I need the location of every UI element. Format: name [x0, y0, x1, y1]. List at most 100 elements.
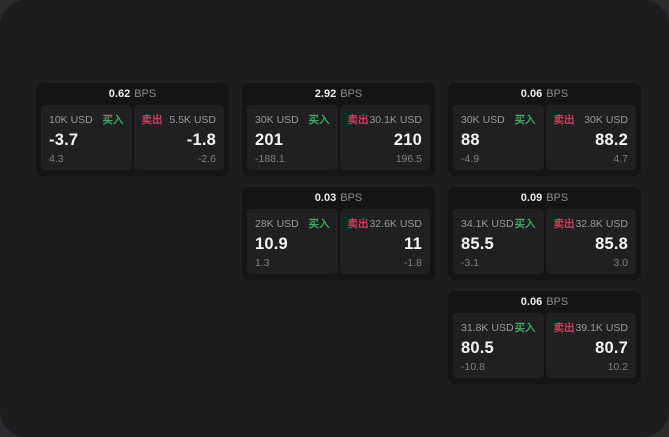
sell-change: 4.7 — [613, 152, 628, 165]
quote-card: 0.62 BPS 10K USD 买入 -3.7 4.3 卖出 5.5K USD… — [36, 83, 229, 176]
buy-size-label: 28K USD — [255, 217, 299, 230]
sell-panel[interactable]: 卖出 5.5K USD -1.8 -2.6 — [133, 105, 224, 170]
bps-label: BPS — [546, 88, 569, 100]
sell-change: 3.0 — [613, 256, 628, 269]
sell-side-label: 卖出 — [347, 114, 369, 126]
sell-size-label: 5.5K USD — [169, 113, 216, 126]
sell-side-label: 卖出 — [553, 114, 575, 126]
sell-panel[interactable]: 卖出 30K USD 88.2 4.7 — [545, 105, 636, 170]
buy-panel[interactable]: 30K USD 买入 88 -4.9 — [453, 105, 544, 170]
sell-side-label: 卖出 — [141, 114, 163, 126]
sell-panel[interactable]: 卖出 30.1K USD 210 196.5 — [339, 105, 430, 170]
spread-value: 0.03 — [314, 192, 337, 204]
sell-meta-row: 卖出 30.1K USD — [348, 112, 423, 127]
buy-price: -3.7 — [49, 131, 79, 149]
buy-panel[interactable]: 10K USD 买入 -3.7 4.3 — [41, 105, 132, 170]
sell-panel[interactable]: 卖出 39.1K USD 80.7 10.2 — [545, 313, 636, 378]
buy-meta-row: 31.8K USD 买入 — [461, 320, 536, 335]
sell-meta-row: 卖出 39.1K USD — [554, 320, 629, 335]
buy-change: 1.3 — [255, 256, 270, 269]
buy-price: 10.9 — [255, 235, 288, 253]
quote-panels: 28K USD 买入 10.9 1.3 卖出 32.6K USD 11 -1.8 — [247, 209, 430, 274]
sell-size-label: 32.8K USD — [575, 217, 628, 230]
quote-card: 0.03 BPS 28K USD 买入 10.9 1.3 卖出 32.6K US… — [242, 187, 435, 280]
buy-panel[interactable]: 30K USD 买入 201 -188.1 — [247, 105, 338, 170]
bps-label: BPS — [546, 192, 569, 204]
bps-label: BPS — [340, 88, 363, 100]
quote-card: 0.09 BPS 34.1K USD 买入 85.5 -3.1 卖出 32.8K… — [448, 187, 641, 280]
spread-header: 0.06 BPS — [453, 83, 636, 105]
buy-change: -3.1 — [461, 256, 480, 269]
buy-size-label: 10K USD — [49, 113, 93, 126]
buy-side-label: 买入 — [102, 114, 124, 126]
buy-change: 4.3 — [49, 152, 64, 165]
sell-size-label: 32.6K USD — [369, 217, 422, 230]
sell-change: 10.2 — [607, 360, 628, 373]
sell-size-label: 30.1K USD — [369, 113, 422, 126]
buy-side-label: 买入 — [308, 218, 330, 230]
spread-header: 2.92 BPS — [247, 83, 430, 105]
sell-panel[interactable]: 卖出 32.6K USD 11 -1.8 — [339, 209, 430, 274]
sell-change: -1.8 — [403, 256, 422, 269]
spread-value: 2.92 — [314, 88, 337, 100]
sell-meta-row: 卖出 30K USD — [554, 112, 629, 127]
buy-meta-row: 10K USD 买入 — [49, 112, 124, 127]
bps-label: BPS — [546, 296, 569, 308]
buy-meta-row: 34.1K USD 买入 — [461, 216, 536, 231]
buy-panel[interactable]: 28K USD 买入 10.9 1.3 — [247, 209, 338, 274]
buy-price: 201 — [255, 131, 284, 149]
buy-side-label: 买入 — [308, 114, 330, 126]
sell-price: -1.8 — [186, 131, 216, 149]
spread-header: 0.03 BPS — [247, 187, 430, 209]
quote-panels: 34.1K USD 买入 85.5 -3.1 卖出 32.8K USD 85.8… — [453, 209, 636, 274]
spread-value: 0.06 — [520, 88, 543, 100]
quote-card: 2.92 BPS 30K USD 买入 201 -188.1 卖出 30.1K … — [242, 83, 435, 176]
quote-panels: 30K USD 买入 201 -188.1 卖出 30.1K USD 210 1… — [247, 105, 430, 170]
buy-price: 80.5 — [461, 339, 494, 357]
quote-card: 0.06 BPS 31.8K USD 买入 80.5 -10.8 卖出 39.1… — [448, 291, 641, 384]
sell-size-label: 39.1K USD — [575, 321, 628, 334]
spread-header: 0.06 BPS — [453, 291, 636, 313]
sell-change: -2.6 — [197, 152, 216, 165]
quote-card: 0.06 BPS 30K USD 买入 88 -4.9 卖出 30K USD 8… — [448, 83, 641, 176]
buy-panel[interactable]: 31.8K USD 买入 80.5 -10.8 — [453, 313, 544, 378]
bps-label: BPS — [340, 192, 363, 204]
buy-size-label: 34.1K USD — [461, 217, 514, 230]
sell-size-label: 30K USD — [584, 113, 628, 126]
spread-header: 0.62 BPS — [41, 83, 224, 105]
sell-price: 11 — [404, 235, 422, 253]
spread-value: 0.06 — [520, 296, 543, 308]
sell-panel[interactable]: 卖出 32.8K USD 85.8 3.0 — [545, 209, 636, 274]
bps-label: BPS — [134, 88, 157, 100]
buy-change: -4.9 — [461, 152, 480, 165]
quote-panels: 30K USD 买入 88 -4.9 卖出 30K USD 88.2 4.7 — [453, 105, 636, 170]
sell-change: 196.5 — [395, 152, 422, 165]
sell-side-label: 卖出 — [553, 322, 575, 334]
buy-size-label: 30K USD — [461, 113, 505, 126]
sell-side-label: 卖出 — [553, 218, 575, 230]
sell-price: 88.2 — [595, 131, 628, 149]
sell-meta-row: 卖出 32.8K USD — [554, 216, 629, 231]
quote-panels: 31.8K USD 买入 80.5 -10.8 卖出 39.1K USD 80.… — [453, 313, 636, 378]
buy-side-label: 买入 — [514, 322, 536, 334]
buy-size-label: 30K USD — [255, 113, 299, 126]
buy-panel[interactable]: 34.1K USD 买入 85.5 -3.1 — [453, 209, 544, 274]
buy-meta-row: 30K USD 买入 — [255, 112, 330, 127]
buy-size-label: 31.8K USD — [461, 321, 514, 334]
buy-price: 88 — [461, 131, 480, 149]
buy-price: 85.5 — [461, 235, 494, 253]
buy-meta-row: 30K USD 买入 — [461, 112, 536, 127]
buy-side-label: 买入 — [514, 218, 536, 230]
spread-value: 0.09 — [520, 192, 543, 204]
sell-price: 80.7 — [595, 339, 628, 357]
buy-meta-row: 28K USD 买入 — [255, 216, 330, 231]
quote-panels: 10K USD 买入 -3.7 4.3 卖出 5.5K USD -1.8 -2.… — [41, 105, 224, 170]
buy-side-label: 买入 — [514, 114, 536, 126]
spread-value: 0.62 — [108, 88, 131, 100]
buy-change: -10.8 — [461, 360, 485, 373]
buy-change: -188.1 — [255, 152, 285, 165]
spread-header: 0.09 BPS — [453, 187, 636, 209]
sell-price: 210 — [393, 131, 422, 149]
sell-side-label: 卖出 — [347, 218, 369, 230]
